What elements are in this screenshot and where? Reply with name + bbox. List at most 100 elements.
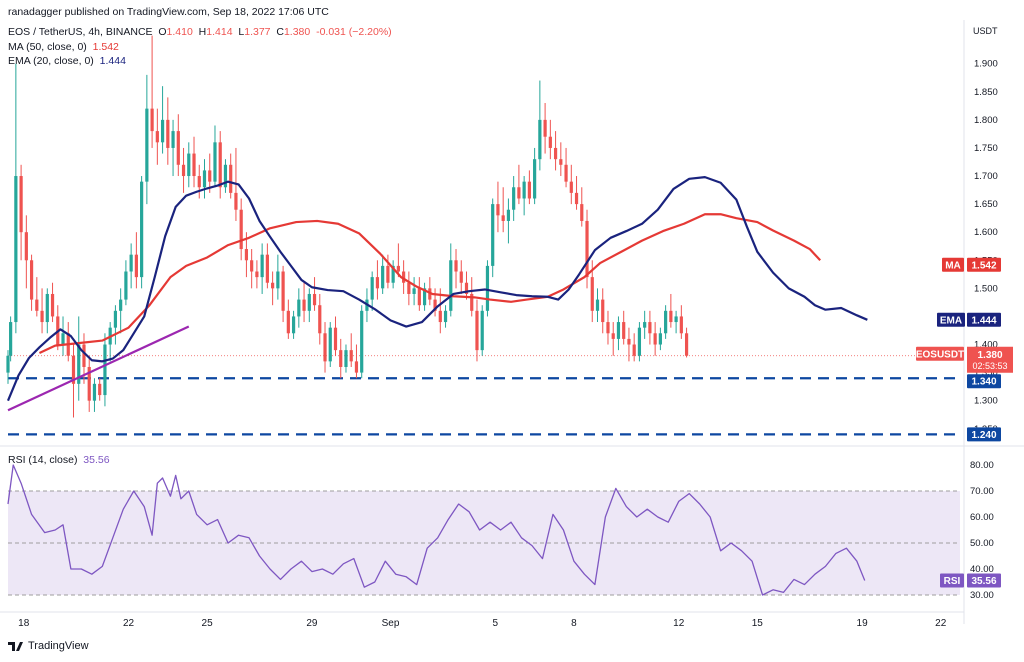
rsi-tick-label: 80.00 <box>970 460 994 471</box>
candle-body <box>302 299 306 311</box>
candle-body <box>433 299 437 311</box>
candle-body <box>312 293 317 306</box>
candle-body <box>564 164 568 182</box>
candle-body <box>354 361 359 373</box>
ema20-line <box>6 176 868 402</box>
candle-body <box>375 277 380 289</box>
candle-body <box>396 265 400 272</box>
rsi-value-tag-bg <box>967 573 1001 588</box>
close-value: 1.380 <box>283 26 311 38</box>
candle-body <box>611 333 615 339</box>
publisher-line: ranadagger published on TradingView.com,… <box>8 6 329 18</box>
candle-body <box>9 322 13 356</box>
rsi-tick-label: 30.00 <box>970 590 994 601</box>
candle-body <box>286 310 290 334</box>
ema-value-tag-bg <box>967 312 1001 327</box>
candle-body <box>454 260 458 272</box>
symbol-line: EOS / TetherUS, 4h, BINANCE O1.410 H1.41… <box>8 26 392 38</box>
high-label: H <box>198 26 207 38</box>
candle-body <box>548 136 552 148</box>
candle-body <box>438 310 442 323</box>
candle-body <box>459 271 463 283</box>
rsi-legend: RSI (14, close) 35.56 <box>8 454 110 466</box>
rsi-tick-label: 70.00 <box>970 486 994 497</box>
candle-body <box>119 299 123 311</box>
candle-body <box>77 344 81 384</box>
candle-body <box>622 322 626 339</box>
price-tick-label: 1.800 <box>974 115 998 126</box>
candle-body <box>412 288 416 294</box>
time-tick-label: 22 <box>123 618 135 629</box>
candle-body <box>103 344 107 396</box>
candle-body <box>255 271 259 278</box>
candle-body <box>223 164 228 188</box>
candle-body <box>553 147 558 160</box>
support1-tag-bg <box>967 374 1001 389</box>
last-countdown-text: 02:53:53 <box>972 361 1007 371</box>
time-tick-label: 22 <box>935 618 947 629</box>
candle-body <box>113 310 118 328</box>
trendline <box>7 325 190 412</box>
price-tick-label: 1.850 <box>974 87 998 98</box>
open-value: 1.410 <box>166 26 193 38</box>
candle-body <box>601 299 605 323</box>
candle-body <box>244 249 249 261</box>
price-tick-label: 1.900 <box>974 59 998 70</box>
candle-body <box>218 142 222 188</box>
ma-value-tag-bg <box>967 257 1001 272</box>
publisher-text: ranadagger published on TradingView.com,… <box>8 6 329 18</box>
rsi-tag: RSI <box>944 576 961 587</box>
rsi-legend-label: RSI (14, close) <box>8 454 78 466</box>
candle-body <box>192 153 196 177</box>
candle-body <box>234 192 238 210</box>
candle-body <box>129 254 133 272</box>
candle-body <box>669 310 673 323</box>
candle-body <box>208 170 212 182</box>
time-tick-label: 15 <box>752 618 764 629</box>
close-label: C <box>276 26 284 38</box>
candle-body <box>643 322 647 328</box>
candle-body <box>533 159 537 199</box>
candle-body <box>160 119 165 143</box>
candle-body <box>360 310 364 373</box>
candle-body <box>637 327 642 356</box>
candle-body <box>417 288 421 306</box>
candle-body <box>176 131 180 165</box>
tradingview-brand[interactable]: TradingView <box>8 640 89 652</box>
candle-body <box>517 187 521 199</box>
candle-body <box>569 181 573 193</box>
candle-body <box>71 355 76 384</box>
candle-body <box>627 338 631 345</box>
brand-text: TradingView <box>28 640 89 652</box>
candle-body <box>674 316 678 323</box>
time-tick-label: 12 <box>673 618 685 629</box>
candle-body <box>6 355 10 373</box>
time-tick-label: 8 <box>571 618 577 629</box>
candle-body <box>87 366 91 401</box>
candle-body <box>543 119 547 137</box>
support1-tag: 1.340 <box>971 377 996 388</box>
candle-body <box>98 383 102 396</box>
ema-legend: EMA (20, close, 0) 1.444 <box>8 55 126 67</box>
time-tick-label: 29 <box>306 618 318 629</box>
candle-body <box>333 327 338 351</box>
candle-body <box>134 254 138 278</box>
rsi-tick-label: 50.00 <box>970 538 994 549</box>
candle-body <box>140 181 144 278</box>
price-tick-label: 1.600 <box>974 227 998 238</box>
ema-tag: EMA <box>940 315 962 326</box>
candle-body <box>265 254 269 283</box>
candle-body <box>402 271 406 283</box>
candle-body <box>344 350 348 367</box>
time-tick-label: 18 <box>18 618 30 629</box>
candle-body <box>145 108 149 182</box>
candle-body <box>250 260 254 272</box>
candle-body <box>512 187 516 210</box>
candle-body <box>260 254 264 278</box>
candle-body <box>82 344 86 367</box>
time-tick-label: 5 <box>493 618 499 629</box>
ma-legend: MA (50, close, 0) 1.542 <box>8 41 119 53</box>
candle-body <box>19 176 23 233</box>
